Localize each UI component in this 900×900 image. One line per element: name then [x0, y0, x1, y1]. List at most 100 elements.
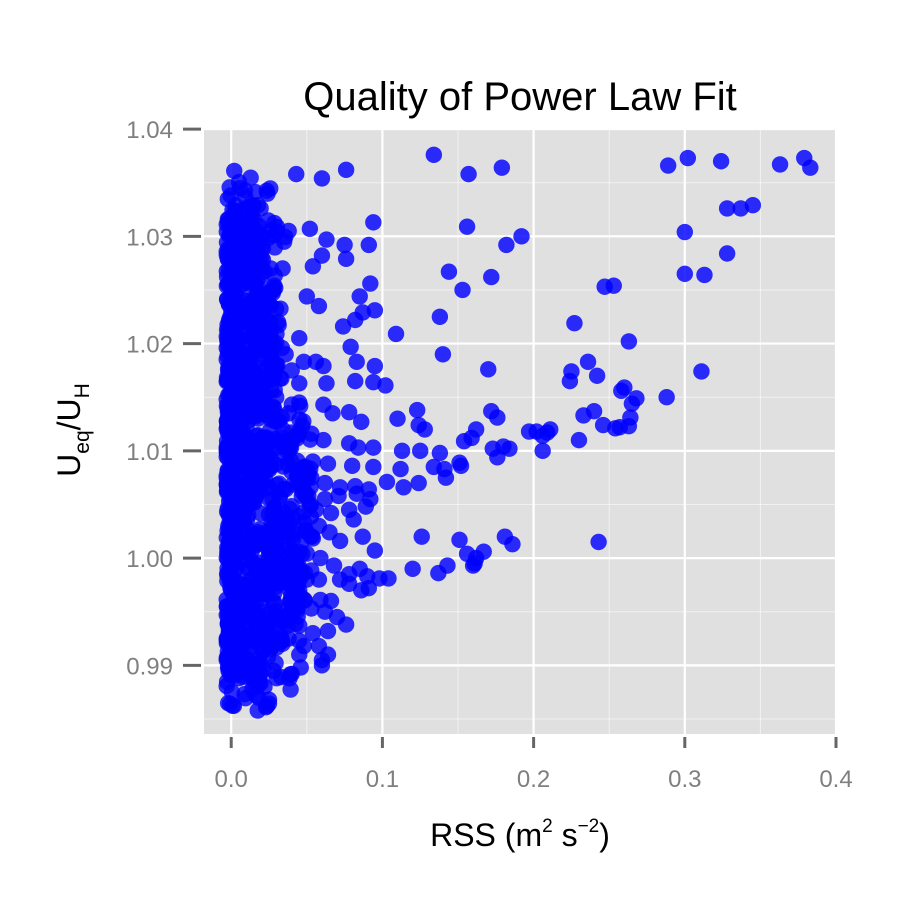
- data-point: [319, 622, 337, 640]
- data-point: [303, 600, 320, 617]
- data-point: [676, 223, 694, 241]
- data-point: [295, 353, 312, 371]
- data-point: [218, 234, 236, 251]
- data-point: [297, 458, 314, 476]
- data-point: [579, 353, 597, 371]
- data-point: [259, 583, 276, 601]
- data-point: [425, 146, 443, 164]
- data-point: [337, 616, 355, 633]
- data-points: [218, 146, 819, 719]
- data-point: [255, 630, 272, 648]
- data-point: [263, 399, 280, 417]
- data-point: [268, 543, 285, 560]
- data-point: [357, 498, 374, 515]
- data-point: [315, 357, 332, 375]
- data-point: [235, 576, 252, 593]
- data-point: [298, 288, 316, 305]
- data-point: [239, 484, 257, 501]
- data-point: [489, 409, 506, 426]
- data-point: [281, 592, 299, 610]
- data-point: [248, 287, 265, 305]
- data-point: [336, 236, 353, 254]
- data-point: [256, 678, 273, 696]
- data-point: [304, 258, 322, 275]
- data-point: [463, 429, 480, 447]
- data-point: [566, 315, 583, 332]
- data-point: [277, 346, 294, 363]
- data-point: [287, 552, 305, 570]
- data-point: [354, 528, 371, 545]
- data-point: [534, 442, 551, 460]
- data-point: [346, 311, 364, 329]
- data-point: [250, 659, 267, 676]
- data-point: [431, 444, 449, 462]
- data-point: [275, 480, 292, 498]
- data-point: [466, 555, 483, 572]
- data-point: [239, 355, 256, 373]
- data-point: [351, 288, 368, 305]
- data-point: [346, 372, 364, 390]
- data-point: [313, 170, 331, 187]
- data-point: [542, 421, 559, 438]
- data-point: [219, 572, 236, 589]
- data-point: [451, 531, 468, 549]
- data-point: [236, 651, 254, 669]
- y-tick-label: 1.03: [126, 224, 173, 251]
- data-point: [330, 487, 347, 505]
- data-point: [605, 277, 622, 294]
- data-point: [590, 533, 607, 551]
- data-point: [452, 457, 470, 475]
- y-tick-label: 1.02: [126, 332, 173, 359]
- data-point: [228, 525, 245, 543]
- y-tick-label: 1.00: [126, 546, 173, 573]
- data-point: [628, 390, 645, 407]
- data-point: [264, 560, 282, 577]
- data-point: [316, 474, 334, 492]
- data-point: [219, 372, 236, 389]
- data-point: [588, 367, 606, 384]
- data-point: [291, 394, 308, 411]
- data-point: [570, 431, 588, 449]
- data-point: [283, 431, 300, 449]
- data-point: [245, 608, 262, 625]
- y-label-sub-1: eq: [71, 430, 94, 453]
- data-point: [362, 275, 379, 292]
- data-point: [313, 247, 331, 264]
- data-point: [280, 405, 297, 422]
- data-point: [318, 231, 335, 248]
- data-point: [307, 501, 325, 519]
- data-point: [259, 478, 277, 495]
- data-point: [395, 479, 412, 496]
- data-point: [265, 281, 282, 299]
- x-axis-label: RSS (m2 s−2): [430, 816, 610, 853]
- y-label-u1: U: [51, 454, 87, 477]
- data-point: [257, 698, 275, 716]
- data-point: [378, 473, 396, 491]
- data-point: [315, 431, 332, 449]
- x-tick-label: 0.0: [215, 766, 248, 793]
- data-point: [242, 251, 259, 268]
- data-point: [366, 302, 384, 319]
- data-point: [389, 410, 406, 427]
- data-point: [483, 268, 500, 286]
- data-point: [408, 401, 426, 419]
- data-point: [254, 251, 272, 269]
- data-point: [219, 450, 237, 467]
- y-axis: 0.99 1.00 1.01 1.02 1.03 1.04: [126, 117, 201, 680]
- data-point: [434, 346, 452, 363]
- data-point: [266, 381, 283, 399]
- x-tick-label: 0.1: [366, 766, 399, 793]
- y-label-slash: /U: [51, 398, 87, 430]
- data-point: [266, 607, 283, 624]
- data-point: [322, 504, 340, 522]
- data-point: [392, 460, 409, 478]
- data-point: [219, 463, 236, 480]
- data-point: [259, 185, 276, 202]
- data-point: [412, 442, 429, 460]
- data-point: [220, 621, 238, 638]
- data-point: [744, 197, 762, 214]
- x-label-sup-2: −2: [578, 816, 600, 837]
- y-axis-label: Ueq/UH: [51, 383, 94, 477]
- data-point: [360, 236, 378, 254]
